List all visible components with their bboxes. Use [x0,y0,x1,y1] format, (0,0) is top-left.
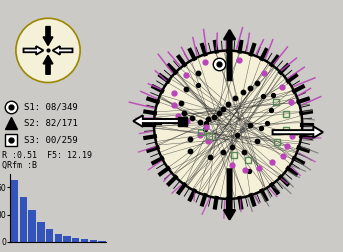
Bar [20,197,27,242]
Bar [72,238,80,242]
Bar [178,117,187,126]
Text: S1: 08/349: S1: 08/349 [24,102,78,111]
FancyArrow shape [133,115,182,127]
Text: QRfm :B: QRfm :B [2,161,37,170]
Bar [46,229,53,242]
Bar [11,180,19,242]
FancyArrow shape [24,46,44,55]
Bar [55,234,62,242]
Circle shape [16,19,80,82]
Text: S3: 00/259: S3: 00/259 [24,136,78,145]
Text: R :0.51  F5: 12.19: R :0.51 F5: 12.19 [2,151,92,161]
Text: S2: 82/171: S2: 82/171 [24,119,78,128]
FancyArrow shape [43,55,53,74]
FancyArrow shape [273,127,323,138]
FancyArrow shape [52,46,72,55]
FancyArrow shape [43,26,53,46]
FancyArrow shape [224,169,235,220]
Circle shape [154,51,302,199]
Bar [90,240,97,242]
FancyArrow shape [224,30,235,80]
Bar [37,222,45,242]
Bar [28,210,36,242]
Bar [81,239,88,242]
Bar [98,241,106,242]
Bar [63,236,71,242]
